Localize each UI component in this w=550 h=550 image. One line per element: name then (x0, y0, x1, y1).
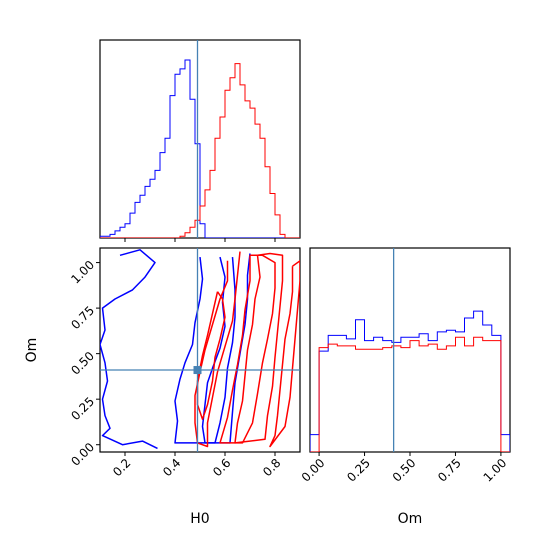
h0-hist-series-2 (100, 63, 300, 238)
om-x-tick-label-1: 0.25 (344, 456, 373, 485)
om-y-tick-label-1: 0.25 (68, 394, 97, 423)
h0-x-tick-label-3: 0.8 (260, 456, 283, 479)
om-histograms (310, 310, 510, 452)
om-y-tick-label-2: 0.50 (68, 349, 97, 378)
h0-marginal-panel (100, 40, 300, 238)
tick-layer: 0.00 0.25 0.50 0.75 1.00 0.2 0.4 0.6 0.8 0.00 0.25… (68, 238, 509, 485)
y-axis-title-om: Om (24, 338, 40, 363)
h0-histograms (100, 59, 300, 238)
contour-series-2-level-1 (196, 291, 226, 420)
joint-truth-marker (193, 366, 202, 375)
om-marginal-panel (310, 248, 510, 452)
contour-series-2-level-4 (219, 254, 276, 444)
joint-contour-frame (99, 247, 301, 453)
om-x-tick-label-0: 0.00 (299, 456, 328, 485)
om-y-tick-label-4: 1.00 (68, 258, 97, 287)
contour-series-1-level-3 (100, 249, 158, 450)
h0-x-tick-label-0: 0.2 (110, 456, 133, 479)
contour-series-2-level-5 (269, 260, 300, 448)
contour-series-1-level-1 (201, 256, 236, 444)
joint-contours (100, 249, 300, 450)
joint-contour-panel (100, 248, 300, 452)
om-y-tick-label-3: 0.75 (68, 303, 97, 332)
om-x-tick-label-4: 1.00 (481, 456, 510, 485)
x-axis-title-h0: H0 (190, 511, 209, 527)
x-axis-title-om: Om (398, 511, 423, 527)
om-x-tick-label-3: 0.75 (435, 456, 464, 485)
h0-marginal-frame (99, 39, 301, 239)
om-hist-series-2 (310, 336, 510, 452)
contour-series-1-level-2 (174, 253, 251, 444)
om-hist-series-1 (310, 310, 510, 452)
contour-series-2-level-3 (234, 252, 284, 444)
om-marginal-frame (309, 247, 511, 453)
h0-x-tick-label-2: 0.6 (210, 456, 233, 479)
om-y-tick-label-0: 0.00 (68, 440, 97, 469)
h0-x-tick-label-1: 0.4 (160, 456, 183, 479)
om-x-tick-label-2: 0.50 (390, 456, 419, 485)
h0-hist-series-1 (100, 59, 300, 238)
contour-series-2-level-2 (194, 251, 241, 448)
